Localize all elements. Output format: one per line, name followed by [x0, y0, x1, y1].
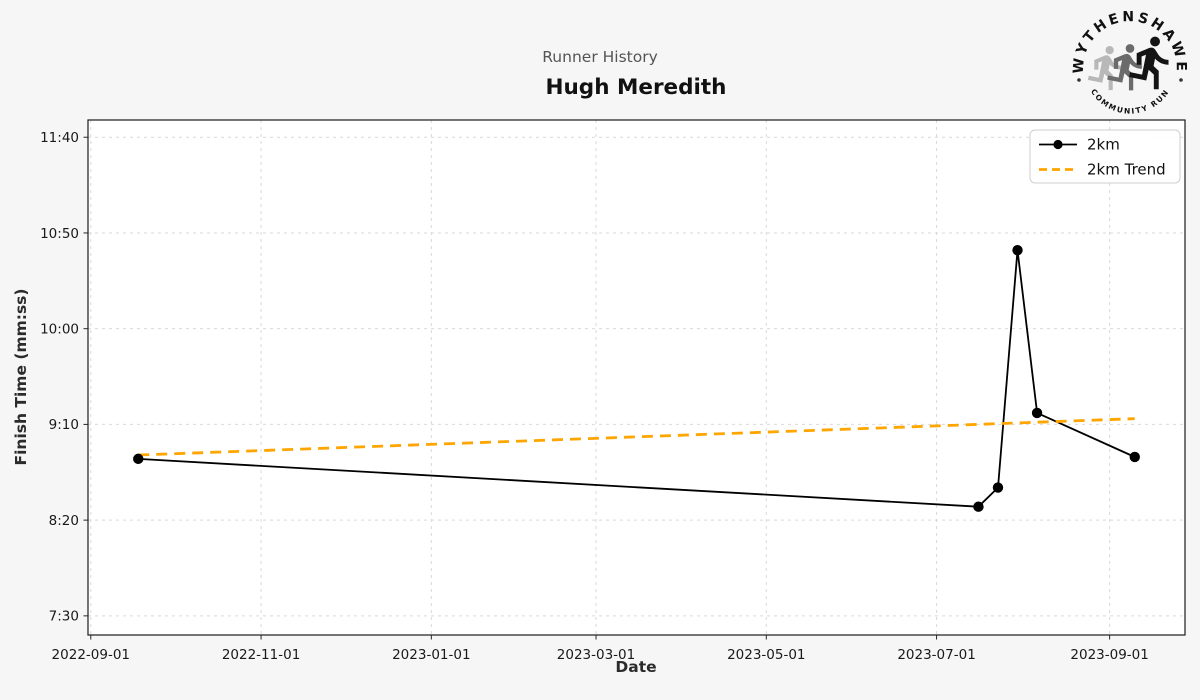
series-2km-trend-line — [138, 417, 1135, 457]
y-axis-label: Finish Time (mm:ss) — [12, 289, 30, 466]
y-tick-label: 10:50 — [40, 226, 79, 242]
x-tick-label: 2023-09-01 — [1070, 647, 1148, 663]
logo-separator-dot — [1179, 78, 1183, 82]
plot-border — [87, 119, 1186, 636]
plot-area — [88, 120, 1185, 635]
x-tick-label: 2023-03-01 — [557, 647, 635, 663]
gridlines — [88, 120, 1185, 635]
x-tick-label: 2023-05-01 — [727, 647, 805, 663]
legend: 2km 2km Trend — [1029, 129, 1181, 184]
logo-separator-dot — [1077, 78, 1081, 82]
x-axis-label: Date — [615, 658, 656, 676]
data-point-marker — [1012, 244, 1023, 256]
chart-title: Hugh Meredith — [546, 75, 727, 100]
data-point-marker — [992, 482, 1004, 493]
legend-item-label: 2km — [1087, 136, 1120, 154]
series-2km-line — [138, 249, 1136, 508]
data-point-marker — [973, 501, 984, 512]
y-tick-label: 9:10 — [49, 417, 79, 433]
y-tick-label: 10:00 — [40, 321, 79, 337]
legend-sample-marker — [1053, 139, 1063, 150]
legend-item-label: 2km Trend — [1087, 161, 1166, 179]
x-tick-label: 2023-01-01 — [392, 647, 470, 663]
data-point-marker — [1129, 451, 1140, 463]
x-tick-label: 2023-07-01 — [897, 647, 975, 663]
club-logo: WYTHENSHAWE COMMUNITY RUN — [1071, 9, 1186, 116]
y-tick-label: 7:30 — [49, 609, 79, 625]
chart-subtitle: Runner History — [542, 48, 658, 66]
x-tick-label: 2022-09-01 — [52, 647, 130, 663]
y-tick-label: 8:20 — [49, 513, 79, 529]
data-point-marker — [133, 453, 144, 465]
x-tick-label: 2022-11-01 — [222, 647, 300, 663]
data-point-marker — [1031, 407, 1043, 419]
y-tick-label: 11:40 — [40, 130, 79, 146]
axis-ticks: 2022-09-01 2022-11-01 2023-01-01 2023-03-01… — [40, 130, 1149, 663]
data-layer — [133, 244, 1140, 512]
logo-text-bottom: COMMUNITY RUN — [1089, 87, 1171, 115]
